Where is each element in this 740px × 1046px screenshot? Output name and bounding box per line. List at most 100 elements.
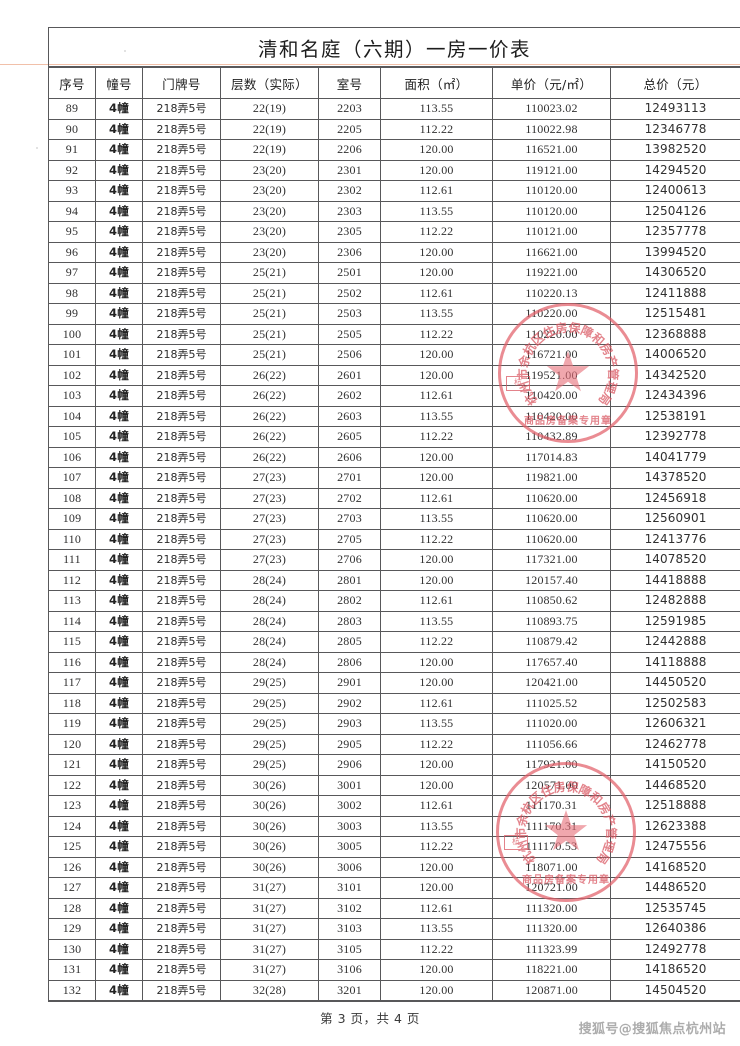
- cell-total-price: 14118888: [609, 651, 740, 673]
- cell-total-price: 12493113: [609, 98, 740, 120]
- cell-area: 112.61: [380, 897, 493, 919]
- cell-floor: 28(24): [220, 631, 319, 653]
- cell-room: 2506: [318, 344, 381, 366]
- column-header-index: 序号: [48, 66, 96, 99]
- cell-floor: 28(24): [220, 569, 319, 591]
- cell-room: 2601: [318, 364, 381, 386]
- cell-index: 102: [48, 364, 96, 386]
- cell-unit-price: 119821.00: [492, 467, 611, 489]
- cell-area: 113.55: [380, 713, 493, 735]
- cell-floor: 22(19): [220, 118, 319, 140]
- cell-room: 2605: [318, 426, 381, 448]
- cell-building: 4幢: [95, 815, 143, 837]
- table-row: 111 4幢 218弄5号 27(23) 2706 120.00 117321.00 1407…: [48, 549, 740, 571]
- cell-room: 2306: [318, 241, 381, 263]
- cell-floor: 27(23): [220, 549, 319, 571]
- cell-room: 2606: [318, 446, 381, 468]
- cell-floor: 23(20): [220, 241, 319, 263]
- cell-area: 120.00: [380, 139, 493, 161]
- cell-room: 2603: [318, 405, 381, 427]
- cell-door-number: 218弄5号: [142, 364, 221, 386]
- cell-total-price: 12492778: [609, 938, 740, 960]
- cell-room: 2302: [318, 180, 381, 202]
- cell-unit-price: 110220.00: [492, 323, 611, 345]
- cell-total-price: 12623388: [609, 815, 740, 837]
- cell-building: 4幢: [95, 836, 143, 858]
- cell-door-number: 218弄5号: [142, 938, 221, 960]
- cell-area: 112.22: [380, 528, 493, 550]
- cell-floor: 23(20): [220, 180, 319, 202]
- cell-total-price: 12462778: [609, 733, 740, 755]
- cell-unit-price: 110620.00: [492, 487, 611, 509]
- cell-unit-price: 117921.00: [492, 754, 611, 776]
- cell-total-price: 12456918: [609, 487, 740, 509]
- cell-building: 4幢: [95, 241, 143, 263]
- cell-area: 120.00: [380, 774, 493, 796]
- cell-floor: 23(20): [220, 159, 319, 181]
- cell-door-number: 218弄5号: [142, 815, 221, 837]
- cell-index: 122: [48, 774, 96, 796]
- cell-door-number: 218弄5号: [142, 569, 221, 591]
- cell-floor: 25(21): [220, 323, 319, 345]
- cell-room: 2701: [318, 467, 381, 489]
- cell-door-number: 218弄5号: [142, 672, 221, 694]
- cell-building: 4幢: [95, 467, 143, 489]
- cell-door-number: 218弄5号: [142, 303, 221, 325]
- cell-door-number: 218弄5号: [142, 733, 221, 755]
- cell-room: 3003: [318, 815, 381, 837]
- cell-unit-price: 110432.89: [492, 426, 611, 448]
- cell-area: 120.00: [380, 364, 493, 386]
- cell-area: 112.61: [380, 180, 493, 202]
- cell-building: 4幢: [95, 118, 143, 140]
- cell-floor: 22(19): [220, 139, 319, 161]
- table-row: 128 4幢 218弄5号 31(27) 3102 112.61 111320.00 1253…: [48, 897, 740, 919]
- cell-building: 4幢: [95, 282, 143, 304]
- cell-area: 112.61: [380, 795, 493, 817]
- column-header-unit-price: 单价（元/㎡）: [492, 66, 611, 99]
- cell-floor: 25(21): [220, 303, 319, 325]
- source-watermark: 搜狐号@搜狐焦点杭州站: [578, 1022, 726, 1037]
- cell-door-number: 218弄5号: [142, 610, 221, 632]
- cell-room: 2903: [318, 713, 381, 735]
- cell-floor: 31(27): [220, 877, 319, 899]
- cell-total-price: 12502583: [609, 692, 740, 714]
- cell-total-price: 12538191: [609, 405, 740, 427]
- table-row: 92 4幢 218弄5号 23(20) 2301 120.00 119121.00 14294…: [48, 159, 740, 181]
- cell-index: 115: [48, 631, 96, 653]
- cell-floor: 29(25): [220, 672, 319, 694]
- cell-index: 92: [48, 159, 96, 181]
- cell-door-number: 218弄5号: [142, 590, 221, 612]
- cell-door-number: 218弄5号: [142, 631, 221, 653]
- cell-total-price: 12442888: [609, 631, 740, 653]
- table-row: 124 4幢 218弄5号 30(26) 3003 113.55 111170.31 1262…: [48, 815, 740, 837]
- cell-index: 131: [48, 959, 96, 981]
- cell-unit-price: 110420.00: [492, 405, 611, 427]
- cell-total-price: 12515481: [609, 303, 740, 325]
- cell-index: 119: [48, 713, 96, 735]
- cell-building: 4幢: [95, 897, 143, 919]
- cell-door-number: 218弄5号: [142, 282, 221, 304]
- cell-door-number: 218弄5号: [142, 795, 221, 817]
- cell-index: 116: [48, 651, 96, 673]
- cell-area: 113.55: [380, 405, 493, 427]
- cell-room: 2905: [318, 733, 381, 755]
- cell-door-number: 218弄5号: [142, 467, 221, 489]
- cell-index: 129: [48, 918, 96, 940]
- cell-room: 2205: [318, 118, 381, 140]
- cell-building: 4幢: [95, 569, 143, 591]
- cell-room: 3101: [318, 877, 381, 899]
- cell-index: 117: [48, 672, 96, 694]
- cell-unit-price: 111320.00: [492, 897, 611, 919]
- cell-unit-price: 111170.53: [492, 836, 611, 858]
- cell-index: 110: [48, 528, 96, 550]
- cell-area: 120.00: [380, 877, 493, 899]
- cell-floor: 26(22): [220, 426, 319, 448]
- cell-building: 4幢: [95, 528, 143, 550]
- cell-unit-price: 111170.31: [492, 815, 611, 837]
- cell-door-number: 218弄5号: [142, 323, 221, 345]
- cell-building: 4幢: [95, 795, 143, 817]
- table-row: 131 4幢 218弄5号 31(27) 3106 120.00 118221.00 1418…: [48, 959, 740, 981]
- cell-building: 4幢: [95, 918, 143, 940]
- table-head: 清和名庭（六期）一房一价表 序号 幢号 门牌号 层数（实际） 室号 面积（㎡） 单价（元/㎡…: [47, 27, 740, 99]
- cell-building: 4幢: [95, 159, 143, 181]
